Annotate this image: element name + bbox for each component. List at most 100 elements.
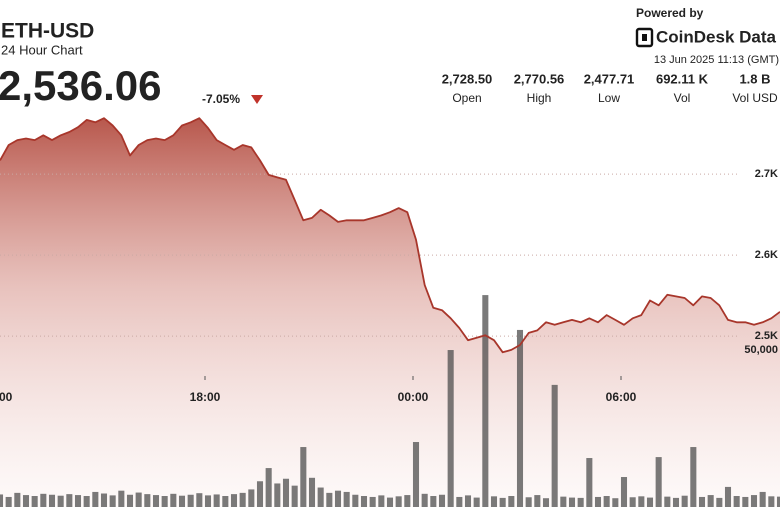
- volume-bar: [568, 497, 576, 507]
- volume-bar: [499, 497, 506, 507]
- volume-bar: [612, 498, 619, 507]
- volume-bar: [508, 496, 515, 507]
- volume-bar: [594, 496, 602, 507]
- volume-bar: [187, 494, 194, 507]
- y-tick-label: 2.5K: [755, 330, 778, 342]
- x-tick-label: 12:00: [0, 390, 13, 404]
- volume-bar: [334, 490, 342, 507]
- stat-value: 2,770.56: [514, 71, 565, 86]
- volume-bar: [308, 477, 316, 507]
- volume-bar: [430, 496, 437, 507]
- volume-bar: [239, 492, 246, 507]
- volume-bar: [48, 494, 56, 507]
- timestamp: 13 Jun 2025 11:13 (GMT): [654, 54, 779, 66]
- stat-value: 2,477.71: [584, 71, 635, 86]
- price: 2,536.06: [0, 62, 162, 109]
- symbol: ETH-USD: [1, 20, 94, 43]
- volume-bar: [768, 496, 775, 507]
- volume-bar: [638, 496, 645, 507]
- volume-bar: [560, 496, 567, 507]
- volume-bar: [378, 495, 385, 507]
- volume-bar: [464, 495, 472, 507]
- volume-bar: [629, 497, 636, 507]
- volume-bar: [421, 493, 428, 507]
- y-tick-label: 2.6K: [755, 249, 778, 261]
- volume-bar: [586, 458, 593, 507]
- y-tick-label: 2.7K: [755, 168, 778, 180]
- volume-bar: [438, 494, 446, 507]
- stat-label: Low: [598, 91, 620, 105]
- volume-bar: [690, 447, 697, 507]
- volume-bar: [603, 496, 610, 507]
- volume-bar: [100, 493, 108, 507]
- volume-bar: [152, 495, 160, 507]
- volume-bar: [343, 491, 350, 507]
- volume-bar: [716, 497, 723, 507]
- volume-bar: [74, 495, 82, 507]
- volume-bar: [386, 497, 394, 507]
- volume-bar: [265, 468, 272, 507]
- volume-bar: [724, 486, 732, 507]
- volume-bar: [135, 492, 142, 507]
- x-tick-label: 06:00: [606, 390, 637, 404]
- x-tick-label: 18:00: [190, 390, 221, 404]
- volume-bar: [57, 495, 64, 507]
- volume-bar: [369, 496, 376, 507]
- volume-bar: [66, 494, 73, 507]
- volume-bar: [5, 496, 12, 507]
- price-line: [0, 117, 780, 354]
- stat-label: High: [527, 91, 552, 105]
- volume-bar: [395, 496, 402, 507]
- volume-bar: [681, 495, 688, 507]
- volume-bar: [118, 490, 125, 507]
- volume-bar: [282, 478, 290, 507]
- volume-bar: [92, 491, 99, 507]
- volume-bar: [456, 496, 463, 507]
- volume-bar: [14, 492, 21, 507]
- volume-bar: [750, 495, 758, 507]
- subtitle: 24 Hour Chart: [1, 42, 83, 57]
- volume-bar: [672, 497, 680, 507]
- stat-label: Vol USD: [732, 91, 778, 105]
- volume-bar: [22, 495, 30, 507]
- volume-bar: [0, 494, 4, 507]
- header: ETH-USD 24 Hour Chart 2,536.06 -7.05% Po…: [0, 6, 779, 109]
- volume-bar: [698, 496, 706, 507]
- volume-bar: [759, 491, 766, 507]
- down-arrow: [251, 95, 263, 104]
- volume-bar: [534, 495, 541, 507]
- change: -7.05%: [202, 92, 240, 106]
- stat-value: 692.11 K: [656, 71, 709, 86]
- price-area: [0, 118, 780, 507]
- stat-label: Vol: [674, 91, 691, 105]
- volume-bar: [620, 477, 628, 507]
- volume-bar: [144, 494, 151, 507]
- stat-value: 1.8 B: [739, 71, 770, 86]
- brand: CoinDesk Data: [656, 27, 777, 46]
- volume-bar: [170, 493, 177, 507]
- volume-bar: [664, 496, 671, 507]
- volume-bar: [196, 493, 203, 507]
- volume-bar: [655, 457, 662, 507]
- powered-by: Powered by: [636, 6, 704, 20]
- volume-bar: [300, 447, 307, 507]
- volume-bar: [577, 497, 584, 507]
- volume-bar: [473, 497, 480, 507]
- volume-bar: [178, 495, 186, 507]
- volume-bar: [222, 496, 229, 507]
- volume-bar: [360, 496, 368, 507]
- volume-bar: [733, 496, 740, 507]
- volume-bar: [551, 384, 558, 507]
- volume-bar: [31, 496, 38, 507]
- volume-bar: [161, 496, 168, 507]
- volume-bar: [248, 489, 255, 507]
- volume-bar: [482, 295, 489, 507]
- volume-bar: [525, 497, 532, 507]
- volume-bar: [204, 495, 212, 507]
- volume-bar: [490, 496, 498, 507]
- y2-tick-label: 50,000: [744, 344, 778, 356]
- volume-bar: [230, 494, 238, 507]
- stats: 2,728.50 Open 2,770.56 High 2,477.71 Low 692.1…: [442, 71, 778, 105]
- volume-bar: [447, 350, 454, 507]
